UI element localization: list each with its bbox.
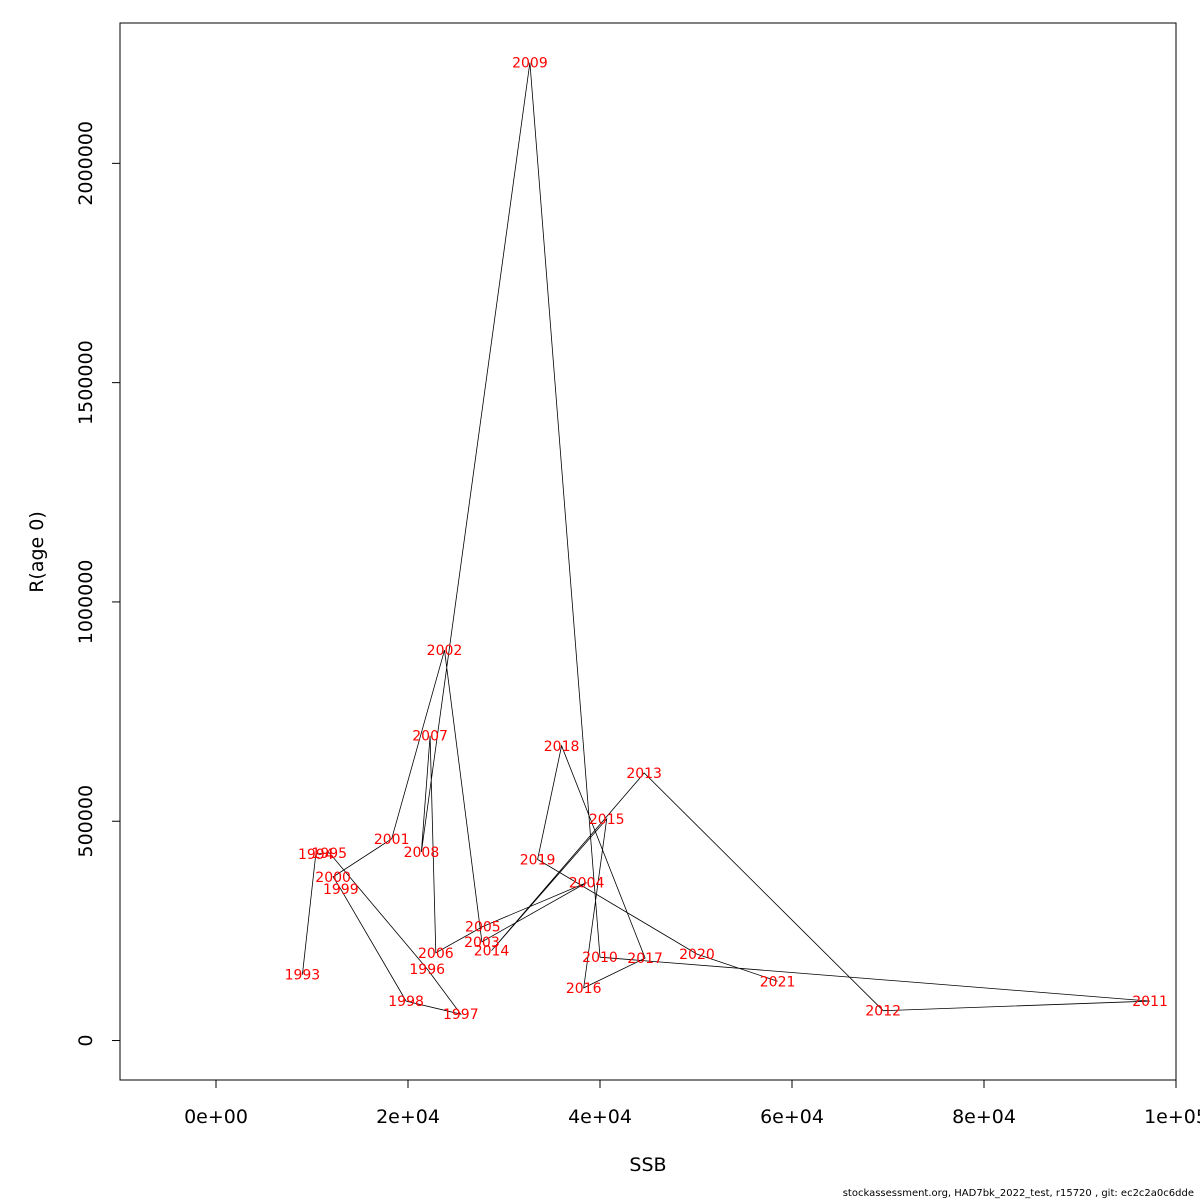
x-tick-label: 1e+05 (1144, 1106, 1200, 1128)
year-label-2009: 2009 (512, 55, 548, 71)
y-tick-label: 2000000 (75, 121, 97, 206)
y-tick-label: 0 (75, 1034, 97, 1046)
y-axis-title: R(age 0) (26, 511, 48, 593)
year-label-2003: 2003 (464, 935, 500, 951)
year-label-2007: 2007 (412, 729, 448, 745)
stock-recruit-path (302, 62, 1151, 1015)
year-label-2010: 2010 (582, 950, 618, 966)
x-tick-label: 8e+04 (952, 1106, 1016, 1128)
year-label-2002: 2002 (427, 643, 463, 659)
x-tick-label: 6e+04 (760, 1106, 824, 1128)
x-axis: 0e+00 2e+04 4e+04 6e+04 8e+04 1e+05 (184, 1079, 1200, 1128)
year-label-1999: 1999 (323, 882, 359, 898)
year-label-1994: 1994 (298, 847, 334, 863)
footer-credit: stockassessment.org, HAD7bk_2022_test, r… (842, 1188, 1194, 1199)
year-label-2001: 2001 (374, 832, 410, 848)
year-label-1996: 1996 (409, 962, 445, 978)
y-tick-label: 1500000 (75, 340, 97, 425)
x-tick-label: 0e+00 (184, 1106, 248, 1128)
year-label-1997: 1997 (443, 1007, 479, 1023)
year-label-2006: 2006 (418, 946, 454, 962)
year-label-1993: 1993 (285, 968, 321, 984)
x-tick-label: 2e+04 (376, 1106, 440, 1128)
year-label-2019: 2019 (520, 852, 556, 868)
year-label-2008: 2008 (404, 845, 440, 861)
trajectory-line (302, 62, 1151, 1015)
year-label-2017: 2017 (627, 951, 663, 967)
year-label-2015: 2015 (589, 812, 625, 828)
year-label-2013: 2013 (626, 766, 662, 782)
year-label-2012: 2012 (865, 1004, 901, 1020)
year-label-2000: 2000 (315, 870, 351, 886)
plot-frame (119, 22, 1177, 1081)
year-label-2018: 2018 (544, 739, 580, 755)
y-tick-label: 500000 (75, 785, 97, 858)
year-label-2020: 2020 (679, 947, 715, 963)
y-axis: 0 500000 1000000 1500000 2000000 (75, 121, 121, 1047)
x-tick-label: 4e+04 (568, 1106, 632, 1128)
year-label-1998: 1998 (388, 994, 424, 1010)
year-label-2011: 2011 (1132, 994, 1168, 1010)
year-label-2004: 2004 (569, 876, 605, 892)
year-label-2016: 2016 (566, 981, 602, 997)
year-label-2005: 2005 (465, 919, 501, 935)
year-label-2014: 2014 (474, 944, 510, 960)
x-axis-title: SSB (629, 1154, 666, 1176)
y-tick-label: 1000000 (75, 560, 97, 645)
year-label-1995: 1995 (311, 846, 347, 862)
year-label-2021: 2021 (760, 974, 796, 990)
